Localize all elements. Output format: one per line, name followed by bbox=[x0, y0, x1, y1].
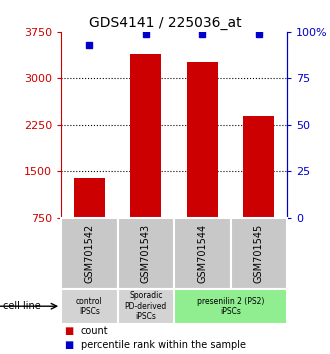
Bar bbox=[61, 289, 117, 324]
Text: GDS4141 / 225036_at: GDS4141 / 225036_at bbox=[89, 16, 241, 30]
Text: presenilin 2 (PS2)
iPSCs: presenilin 2 (PS2) iPSCs bbox=[197, 297, 264, 316]
Bar bbox=[117, 218, 174, 289]
Text: cell line: cell line bbox=[3, 301, 41, 311]
Bar bbox=[174, 289, 287, 324]
Text: count: count bbox=[81, 326, 109, 336]
Text: GSM701544: GSM701544 bbox=[197, 223, 207, 283]
Bar bbox=[187, 62, 218, 218]
Text: Sporadic
PD-derived
iPSCs: Sporadic PD-derived iPSCs bbox=[125, 291, 167, 321]
Bar bbox=[74, 178, 105, 218]
Text: ■: ■ bbox=[64, 340, 74, 350]
Text: control
IPSCs: control IPSCs bbox=[76, 297, 103, 316]
Bar bbox=[174, 218, 231, 289]
Bar bbox=[117, 289, 174, 324]
Bar bbox=[61, 218, 117, 289]
Text: GSM701543: GSM701543 bbox=[141, 223, 151, 283]
Text: GSM701545: GSM701545 bbox=[254, 223, 264, 283]
Text: GSM701542: GSM701542 bbox=[84, 223, 94, 283]
Bar bbox=[243, 116, 274, 218]
Text: ■: ■ bbox=[64, 326, 74, 336]
Bar bbox=[130, 54, 161, 218]
Bar bbox=[231, 218, 287, 289]
Text: percentile rank within the sample: percentile rank within the sample bbox=[81, 340, 246, 350]
